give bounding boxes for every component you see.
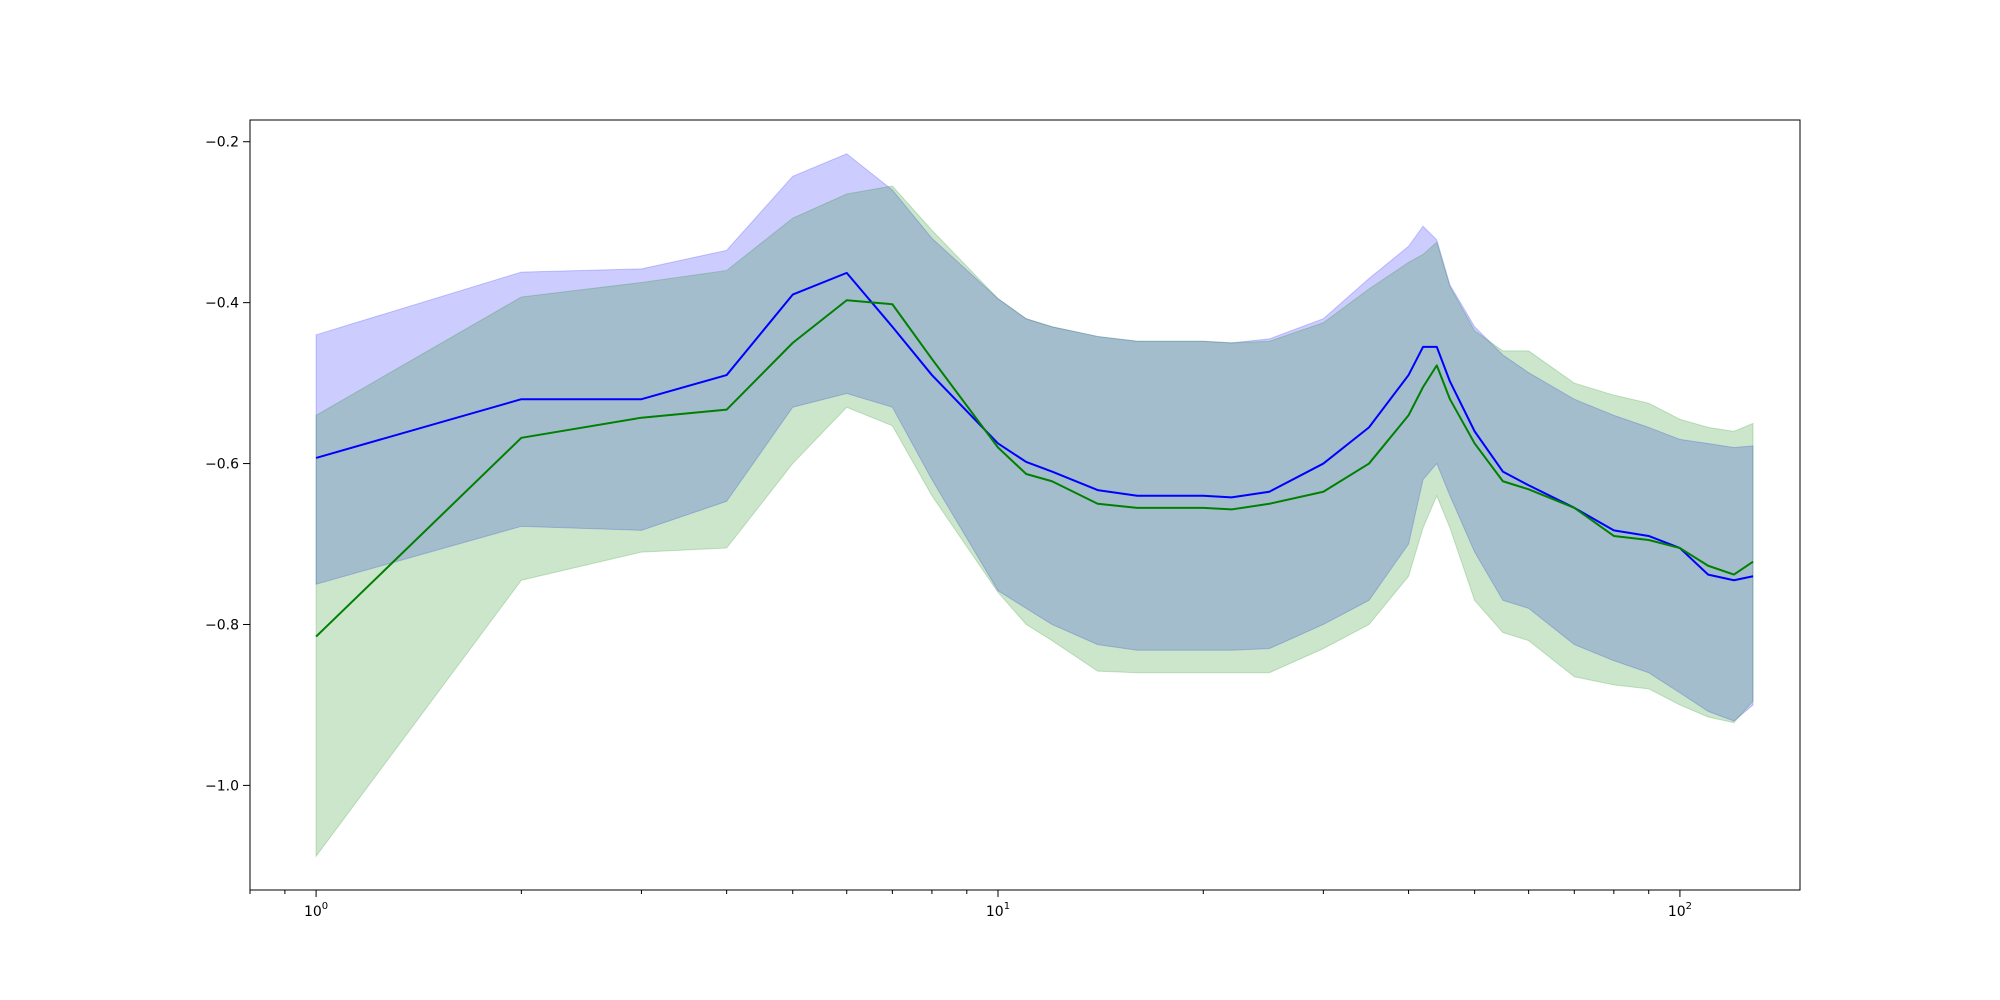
- y-tick-label: −0.8: [205, 617, 239, 633]
- y-tick-label: −0.2: [205, 135, 239, 151]
- plot-area: [315, 153, 1754, 858]
- y-tick-label: −1.0: [205, 778, 239, 794]
- x-tick-label: 101: [986, 901, 1010, 920]
- axes-frame: [249, 119, 1801, 891]
- y-tick-label: −0.6: [205, 457, 239, 473]
- series-1-band: [315, 153, 1754, 722]
- series-1-line: [315, 271, 1754, 582]
- x-tick-label: 102: [1668, 901, 1692, 920]
- series-2-line: [315, 299, 1754, 638]
- y-tick-label: −0.4: [205, 296, 239, 312]
- series-2-band: [315, 185, 1754, 858]
- y-axis: −0.2 −0.4 −0.6 −0.8 −1.0: [205, 135, 250, 794]
- x-axis: 100 101 102: [249, 890, 1692, 920]
- x-tick-label: 100: [304, 901, 328, 920]
